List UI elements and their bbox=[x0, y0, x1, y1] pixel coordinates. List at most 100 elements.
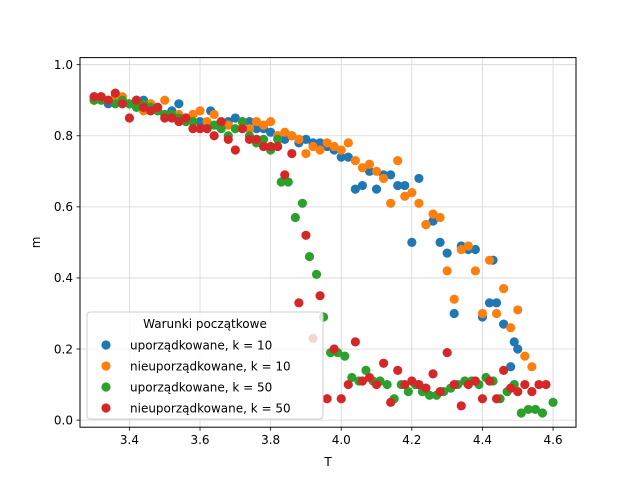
legend-marker bbox=[101, 361, 111, 371]
legend-marker bbox=[101, 382, 111, 392]
data-point bbox=[361, 365, 371, 375]
data-point bbox=[251, 124, 262, 134]
data-point bbox=[266, 127, 276, 137]
x-axis-label: T bbox=[323, 455, 332, 469]
data-point bbox=[273, 141, 283, 152]
data-point bbox=[379, 358, 389, 368]
data-point bbox=[463, 241, 473, 251]
y-tick-label: 0.8 bbox=[54, 129, 73, 143]
data-point bbox=[336, 145, 346, 155]
data-point bbox=[350, 156, 360, 166]
data-point bbox=[403, 387, 413, 397]
data-point bbox=[428, 369, 438, 379]
x-tick-label: 4.4 bbox=[473, 433, 492, 447]
data-point bbox=[181, 113, 191, 123]
data-point bbox=[506, 323, 516, 333]
data-point bbox=[548, 397, 558, 407]
data-point bbox=[276, 177, 286, 187]
data-point bbox=[223, 120, 233, 130]
data-point bbox=[421, 220, 431, 230]
data-point bbox=[386, 170, 396, 180]
series-4-points bbox=[89, 88, 551, 411]
data-point bbox=[435, 237, 445, 247]
data-point bbox=[188, 116, 198, 127]
data-point bbox=[428, 216, 438, 226]
legend-label: uporządkowane, k = 50 bbox=[130, 380, 272, 394]
data-points bbox=[89, 88, 558, 418]
data-point bbox=[336, 394, 346, 404]
data-point bbox=[216, 116, 226, 127]
data-point bbox=[244, 134, 255, 144]
data-point bbox=[329, 344, 339, 354]
data-point bbox=[188, 124, 198, 134]
data-point bbox=[442, 347, 452, 358]
data-point bbox=[343, 379, 353, 390]
data-point bbox=[251, 116, 262, 127]
data-point bbox=[407, 376, 417, 386]
legend: Warunki początkowe uporządkowane, k = 10… bbox=[86, 311, 324, 420]
data-point bbox=[131, 102, 142, 112]
data-point bbox=[541, 379, 551, 390]
data-point bbox=[424, 390, 435, 400]
data-point bbox=[470, 244, 480, 255]
data-point bbox=[537, 408, 548, 418]
data-point bbox=[209, 120, 219, 130]
data-point bbox=[124, 113, 135, 123]
y-tick-label: 0.4 bbox=[54, 271, 73, 285]
data-point bbox=[484, 298, 495, 308]
data-point bbox=[138, 102, 149, 112]
data-point bbox=[491, 298, 502, 308]
data-point bbox=[470, 266, 480, 276]
data-point bbox=[195, 106, 205, 116]
data-point bbox=[513, 305, 523, 315]
data-point bbox=[153, 102, 163, 112]
data-point bbox=[124, 99, 135, 109]
data-point bbox=[340, 351, 350, 361]
data-point bbox=[329, 141, 339, 152]
data-point bbox=[209, 109, 219, 120]
data-point bbox=[371, 184, 382, 194]
data-point bbox=[315, 138, 325, 148]
data-point bbox=[209, 131, 219, 141]
data-point bbox=[400, 379, 410, 390]
y-tick-label: 0.0 bbox=[54, 413, 73, 427]
data-point bbox=[371, 166, 382, 176]
data-point bbox=[258, 134, 269, 144]
data-point bbox=[266, 116, 276, 127]
data-point bbox=[513, 344, 523, 354]
data-point bbox=[470, 376, 480, 386]
legend-label: nieuporządkowane, k = 50 bbox=[130, 401, 291, 415]
data-point bbox=[386, 397, 396, 407]
data-point bbox=[499, 319, 509, 329]
data-point bbox=[523, 404, 533, 415]
data-point bbox=[357, 163, 368, 173]
data-point bbox=[382, 379, 392, 390]
y-tick-label: 0.2 bbox=[54, 342, 73, 356]
data-point bbox=[530, 404, 541, 415]
data-point bbox=[463, 379, 473, 390]
data-point bbox=[223, 134, 233, 144]
data-point bbox=[304, 252, 315, 262]
data-point bbox=[350, 337, 360, 347]
data-point bbox=[364, 372, 375, 383]
data-point bbox=[311, 269, 322, 279]
data-point bbox=[393, 365, 403, 375]
x-tick-label: 3.6 bbox=[190, 433, 209, 447]
data-point bbox=[202, 124, 212, 134]
x-tick-label: 4.2 bbox=[402, 433, 421, 447]
y-axis-label: m bbox=[29, 237, 43, 249]
data-point bbox=[216, 124, 226, 134]
data-point bbox=[258, 120, 269, 130]
data-point bbox=[421, 383, 431, 393]
data-point bbox=[110, 99, 120, 109]
axis-ticks: 3.4 3.6 3.8 4.0 4.2 4.4 4.6 0.0 0.2 0.4 0.6 0.8 1.0 bbox=[54, 58, 563, 447]
data-point bbox=[280, 127, 290, 137]
data-point bbox=[357, 376, 368, 386]
data-point bbox=[251, 134, 262, 144]
data-point bbox=[308, 141, 318, 152]
data-point bbox=[322, 394, 332, 404]
data-point bbox=[499, 284, 509, 294]
data-point bbox=[428, 209, 438, 219]
data-point bbox=[499, 365, 509, 375]
data-point bbox=[414, 198, 424, 208]
